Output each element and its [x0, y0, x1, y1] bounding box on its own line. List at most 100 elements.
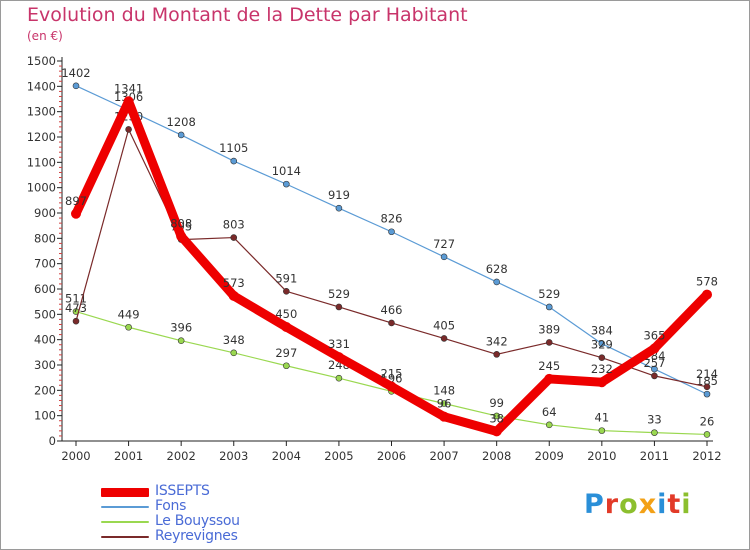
chart-subtitle: (en €): [27, 29, 63, 43]
point-issepts: [596, 377, 607, 388]
logo-letter: x: [638, 489, 658, 520]
data-label-reyrevignes: 214: [696, 367, 718, 381]
point-fons: [598, 340, 606, 348]
data-label-issepts: 38: [489, 411, 504, 425]
y-tick-label: 500: [34, 307, 56, 321]
point-le-bouyssou: [125, 323, 132, 331]
y-tick-label: 900: [34, 206, 56, 220]
point-fons: [283, 180, 290, 188]
point-fons: [493, 278, 500, 286]
legend-label: Fons: [155, 498, 187, 514]
data-label-fons: 529: [538, 287, 560, 301]
data-label-issepts: 808: [170, 216, 192, 230]
legend-label: Reyrevignes: [155, 528, 238, 544]
point-reyrevignes: [545, 339, 553, 346]
point-fons: [230, 157, 238, 165]
point-reyrevignes: [651, 372, 658, 380]
point-fons: [545, 303, 553, 311]
y-tick-label: 300: [34, 358, 56, 372]
data-label-issepts: 578: [696, 275, 718, 289]
data-label-le-bouyssou: 99: [489, 396, 504, 410]
data-label-reyrevignes: 389: [538, 322, 560, 336]
point-fons: [335, 204, 343, 212]
y-tick-label: 600: [34, 282, 56, 296]
point-le-bouyssou: [177, 337, 185, 344]
data-label-issepts: 365: [643, 329, 665, 343]
x-tick-label: 2001: [114, 449, 143, 463]
point-le-bouyssou: [703, 431, 711, 438]
data-label-fons: 826: [381, 212, 403, 226]
point-le-bouyssou: [545, 421, 553, 429]
legend-item-le-bouyssou: Le Bouyssou: [101, 513, 321, 529]
x-tick-label: 2012: [692, 449, 721, 463]
point-fons: [440, 253, 448, 261]
point-issepts: [544, 373, 555, 384]
legend-swatch: [101, 506, 149, 508]
data-label-reyrevignes: 329: [591, 338, 613, 352]
data-label-fons: 185: [696, 374, 718, 388]
data-label-le-bouyssou: 449: [118, 307, 140, 321]
point-le-bouyssou: [283, 362, 290, 370]
y-tick-label: 800: [34, 231, 56, 245]
point-issepts: [281, 322, 292, 332]
point-issepts: [649, 343, 660, 354]
point-le-bouyssou: [493, 412, 500, 420]
y-tick-label: 200: [34, 383, 56, 397]
x-tick-label: 2008: [482, 449, 511, 463]
y-tick-label: 1400: [27, 79, 56, 93]
data-label-issepts: 215: [381, 367, 403, 381]
x-tick-label: 2011: [640, 449, 669, 463]
x-tick-label: 2003: [219, 449, 248, 463]
legend-swatch: [101, 536, 149, 538]
data-label-reyrevignes: 342: [486, 334, 508, 348]
data-label-le-bouyssou: 33: [647, 413, 662, 427]
point-fons: [651, 365, 658, 373]
point-issepts: [702, 289, 712, 300]
point-issepts: [228, 290, 239, 301]
data-label-le-bouyssou: 26: [700, 414, 715, 428]
data-label-le-bouyssou: 148: [433, 384, 455, 398]
data-label-fons: 1402: [61, 66, 90, 80]
x-tick-label: 2006: [377, 449, 406, 463]
y-tick-label: 1200: [27, 130, 56, 144]
legend-label: ISSEPTS: [155, 483, 210, 499]
point-le-bouyssou: [651, 429, 658, 436]
x-tick-label: 2005: [324, 449, 353, 463]
data-label-fons: 1105: [219, 141, 248, 155]
y-tick-label: 700: [34, 257, 56, 271]
point-issepts: [491, 426, 502, 437]
data-label-issepts: 897: [65, 194, 87, 208]
data-label-reyrevignes: 529: [328, 287, 350, 301]
y-tick-label: 1300: [27, 105, 56, 119]
legend-item-reyrevignes: Reyrevignes: [101, 528, 321, 544]
logo-letter: r: [604, 489, 620, 520]
y-tick-label: 1500: [27, 54, 56, 68]
data-label-fons: 727: [433, 237, 455, 251]
legend-item-issepts: ISSEPTS: [101, 483, 321, 499]
point-reyrevignes: [125, 126, 132, 133]
point-fons: [388, 228, 395, 236]
proxiti-logo: Proxiti: [584, 489, 692, 520]
data-label-le-bouyssou: 297: [275, 346, 297, 360]
point-issepts: [71, 208, 81, 219]
point-reyrevignes: [703, 383, 711, 391]
point-le-bouyssou: [598, 427, 606, 434]
x-tick-label: 2004: [272, 449, 301, 463]
point-reyrevignes: [283, 287, 290, 295]
data-label-reyrevignes: 405: [433, 318, 455, 332]
legend-item-fons: Fons: [101, 498, 321, 514]
data-label-issepts: 450: [275, 307, 297, 321]
point-issepts: [333, 352, 344, 363]
legend-label: Le Bouyssou: [155, 513, 240, 529]
point-issepts: [439, 411, 450, 422]
data-label-issepts: 96: [437, 397, 452, 411]
data-label-reyrevignes: 466: [381, 303, 403, 317]
x-tick-label: 2007: [429, 449, 458, 463]
point-le-bouyssou: [440, 400, 448, 407]
point-reyrevignes: [493, 351, 500, 358]
data-label-le-bouyssou: 64: [542, 405, 557, 419]
y-tick-label: 0: [49, 434, 56, 448]
data-label-reyrevignes: 473: [65, 301, 87, 315]
data-label-reyrevignes: 591: [275, 271, 297, 285]
